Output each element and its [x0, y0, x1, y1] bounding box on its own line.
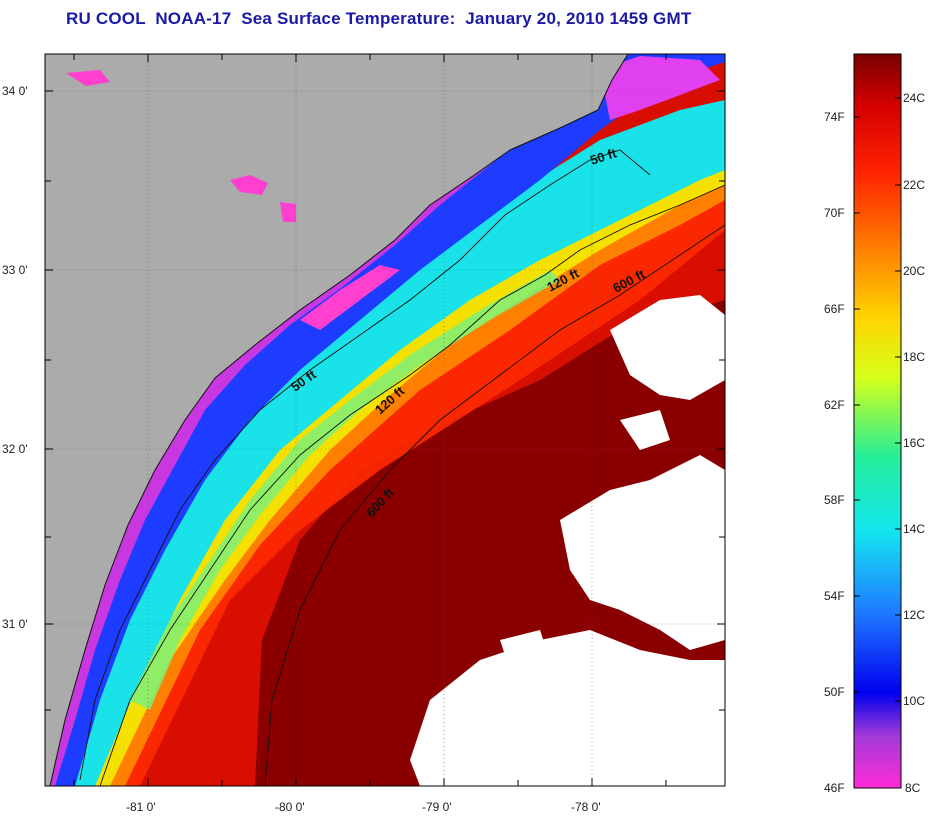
colorbar-c-label: 24C [903, 91, 925, 105]
inland-lake [66, 70, 110, 86]
lat-label-34: 34 0' [2, 84, 28, 98]
graticule [45, 54, 725, 786]
inland-lake [280, 202, 296, 222]
contour-50ft [79, 149, 651, 781]
colorbar-ticks [854, 97, 901, 702]
map-ticks [45, 54, 725, 786]
colorbar-c-label: 18C [903, 350, 925, 364]
lon-label-78: -78 0' [571, 800, 601, 814]
land [45, 54, 628, 786]
colorbar [853, 53, 902, 789]
colorbar-f-label: 54F [824, 589, 845, 603]
orange-band [110, 165, 725, 786]
cyan-band [75, 100, 725, 786]
map-title: RU COOL NOAA-17 Sea Surface Temperature:… [66, 9, 692, 28]
colorbar-c-label: 12C [903, 608, 925, 622]
lat-label-32: 32 0' [2, 442, 28, 456]
map-area[interactable]: 50 ft 120 ft 600 ft 50 ft 120 ft 600 ft [45, 54, 725, 786]
coastline [45, 54, 629, 786]
magenta-patch [600, 56, 720, 120]
colorbar-c-label: 8C [905, 781, 921, 795]
colorbar-f-label: 46F [824, 781, 845, 795]
colorbar-f-label: 58F [824, 493, 845, 507]
yellow-band [95, 150, 725, 786]
lon-label-80: -80 0' [275, 800, 305, 814]
colorbar-f-label: 50F [824, 685, 845, 699]
colorbar-f-label: 74F [824, 110, 845, 124]
colorbar-f-label: 62F [824, 398, 845, 412]
map-frame [44, 53, 726, 787]
colorbar-f-label: 70F [824, 206, 845, 220]
cloud-cover [410, 295, 725, 786]
lat-label-31: 31 0' [2, 617, 28, 631]
warm-band [120, 180, 725, 786]
colorbar-c-label: 20C [903, 264, 925, 278]
magenta-patch [300, 265, 400, 330]
colorbar-c-label: 14C [903, 522, 925, 536]
colorbar-c-label: 22C [903, 178, 925, 192]
contour-120ft [99, 184, 725, 786]
contour-600ft [264, 224, 725, 786]
bathymetry-contours [79, 149, 725, 786]
lon-label-79: -79 0' [422, 800, 452, 814]
colorbar-c-label: 10C [903, 694, 925, 708]
lat-label-33: 33 0' [2, 263, 28, 277]
inland-lake [230, 175, 268, 195]
colorbar-f-label: 66F [824, 302, 845, 316]
colorbar-c-label: 16C [903, 436, 925, 450]
lon-label-81: -81 0' [126, 800, 156, 814]
